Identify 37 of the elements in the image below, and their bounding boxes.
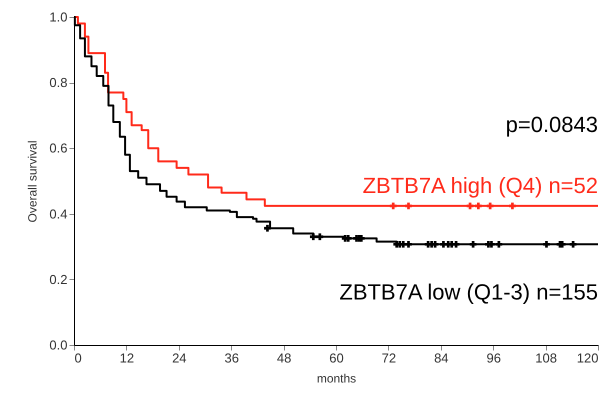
point bbox=[475, 202, 482, 210]
point bbox=[452, 240, 460, 248]
x-axis-title: months bbox=[316, 372, 356, 386]
x-tick-label: 12 bbox=[120, 350, 134, 366]
y-tick-label: 1.0 bbox=[49, 10, 68, 24]
point bbox=[405, 240, 412, 248]
point bbox=[310, 233, 317, 240]
x-tick-label: 60 bbox=[329, 350, 344, 366]
x-tick-label: 36 bbox=[224, 350, 239, 366]
point bbox=[264, 224, 271, 232]
y-tick-label: 0.0 bbox=[49, 338, 68, 352]
y-axis-title: Overall survival bbox=[25, 140, 40, 223]
y-tick-label: 0.8 bbox=[49, 75, 68, 90]
y-tick-label: 0.4 bbox=[49, 206, 68, 222]
x-tick-label: 120 bbox=[576, 350, 598, 366]
point bbox=[496, 240, 502, 248]
y-tick-label: 0.6 bbox=[49, 140, 68, 156]
point bbox=[509, 202, 516, 210]
point bbox=[316, 233, 324, 240]
x-tick-label: 84 bbox=[434, 350, 449, 366]
point bbox=[470, 240, 476, 248]
x-tick-label: 108 bbox=[535, 350, 557, 366]
point bbox=[543, 240, 550, 248]
x-tick-label: 96 bbox=[486, 350, 501, 366]
x-tick-label: 0 bbox=[74, 350, 82, 366]
point bbox=[405, 202, 412, 210]
series-label: ZBTB7A high (Q4) n=52 bbox=[362, 172, 598, 198]
point bbox=[486, 202, 494, 210]
x-tick-label: 72 bbox=[382, 350, 396, 366]
point bbox=[390, 202, 397, 210]
point bbox=[570, 240, 576, 248]
series-label: ZBTB7A low (Q1-3) n=155 bbox=[339, 280, 598, 305]
point bbox=[466, 202, 474, 210]
annotation: p=0.0843 bbox=[506, 112, 598, 138]
y-tick-label: 0.2 bbox=[49, 272, 68, 287]
x-tick-label: 24 bbox=[172, 350, 187, 366]
x-tick-label: 48 bbox=[276, 350, 292, 366]
